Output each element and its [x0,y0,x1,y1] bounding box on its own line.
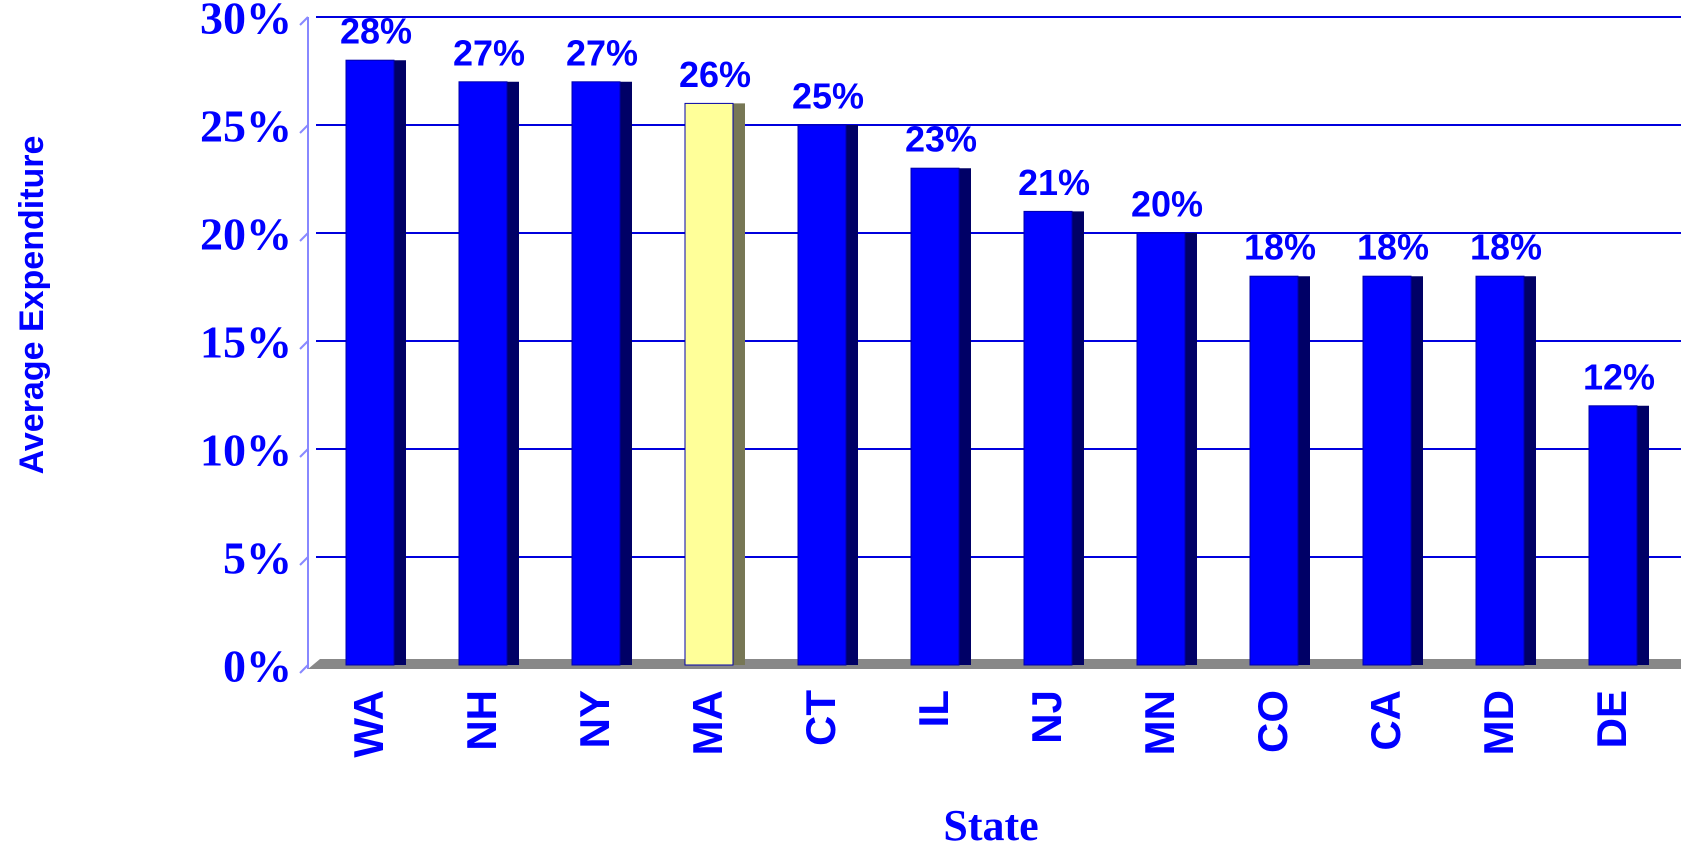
x-tick-label: CT [797,690,844,746]
tick-mark [299,664,309,674]
bar [1588,405,1638,666]
value-label: 18% [1357,227,1429,268]
value-label: 26% [679,54,751,95]
x-axis-title: State [943,801,1038,850]
value-label: 21% [1018,162,1090,203]
bar-side [1072,211,1084,665]
bar [910,167,960,666]
x-tick-label: NH [458,690,505,751]
x-tick-label: MA [684,690,731,755]
floor [308,659,1681,669]
bar-side [1411,276,1423,665]
x-tick-label: NJ [1023,690,1070,744]
bar-side [1298,276,1310,665]
bar [345,59,395,666]
tick-mark [299,448,309,458]
bar [458,81,508,666]
y-tick-label: 25% [200,101,292,152]
tick-mark [299,340,309,350]
bar-side [620,81,632,666]
bar-side [1524,276,1536,665]
bar [1249,275,1299,666]
value-label: 18% [1244,227,1316,268]
x-tick-label: MD [1475,690,1522,755]
bar-side [1637,405,1649,665]
bar [571,81,621,666]
y-tick-label: 10% [200,425,292,476]
bar [1023,210,1073,666]
x-tick-label: MN [1136,690,1183,755]
value-label: 28% [340,11,412,52]
bar [1136,232,1186,666]
value-label: 20% [1131,184,1203,225]
y-tick-label: 5% [223,533,292,584]
bar [684,102,734,666]
value-label: 27% [566,32,638,73]
value-label: 18% [1470,227,1542,268]
tick-mark [299,16,309,26]
y-tick-label: 30% [200,0,292,44]
tick-mark [299,556,309,566]
bar [1362,275,1412,666]
y-tick-label: 15% [200,317,292,368]
bar-side [846,125,858,665]
x-tick-label: NY [571,690,618,748]
x-tick-label: IL [910,690,957,727]
x-tick-label: DE [1588,690,1635,748]
y-tick-label: 0% [223,641,292,692]
bar-side [959,168,971,665]
tick-mark [299,232,309,242]
tick-mark [299,124,309,134]
x-tick-label: CA [1362,690,1409,751]
value-label: 23% [905,119,977,160]
value-label: 25% [792,76,864,117]
y-tick-label: 20% [200,209,292,260]
bar-side [394,60,406,665]
bar-side [733,103,745,665]
bar-side [1185,233,1197,665]
y-axis-title: Average Expenditure [13,136,51,475]
x-tick-label: WA [345,690,392,758]
bar [1475,275,1525,666]
bar [797,124,847,666]
value-label: 12% [1583,356,1655,397]
x-tick-label: CO [1249,690,1296,753]
bar-side [507,81,519,666]
value-label: 27% [453,32,525,73]
